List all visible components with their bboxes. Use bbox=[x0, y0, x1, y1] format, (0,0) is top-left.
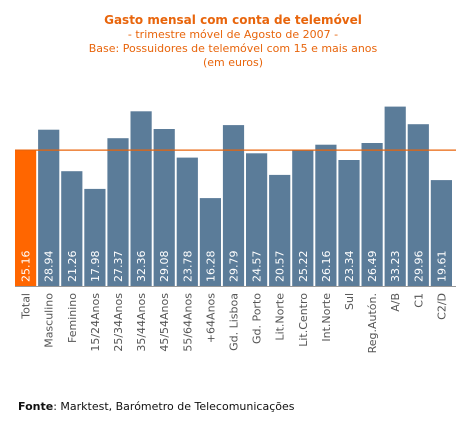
source-note: Fonte: Marktest, Barómetro de Telecomuni… bbox=[18, 400, 294, 413]
category-label-1: Total bbox=[20, 293, 33, 320]
value-label-12: 20.57 bbox=[274, 251, 287, 283]
value-label-13: 25.22 bbox=[297, 251, 310, 283]
bar-12 bbox=[269, 174, 291, 286]
bar-10 bbox=[222, 125, 245, 286]
bar-17 bbox=[384, 106, 406, 286]
chart-title: Gasto mensal com conta de telemóvel bbox=[104, 13, 362, 27]
value-label-4: 17.98 bbox=[89, 251, 102, 283]
chart-subtitle-2: Base: Possuidores de telemóvel com 15 e … bbox=[88, 42, 378, 55]
category-label-8: 55/64Anos bbox=[181, 293, 194, 352]
category-label-15: Sul bbox=[343, 293, 356, 310]
category-label-18: C1 bbox=[412, 293, 425, 308]
chart-subtitle-1: - trimestre móvel de Agosto de 2007 - bbox=[127, 28, 339, 41]
bar-2 bbox=[38, 129, 60, 286]
bar-8 bbox=[176, 157, 198, 286]
bar-19 bbox=[430, 180, 452, 286]
value-label-5: 27.37 bbox=[112, 251, 125, 283]
value-label-9: 16.28 bbox=[204, 251, 217, 283]
source-text: : Marktest, Barómetro de Telecomunicaçõe… bbox=[53, 400, 295, 413]
category-label-9: +64Anos bbox=[204, 293, 217, 343]
bar-6 bbox=[130, 111, 152, 286]
value-label-15: 23.34 bbox=[343, 251, 356, 283]
category-label-14: Int.Norte bbox=[320, 293, 333, 342]
bar-4 bbox=[84, 188, 106, 286]
value-label-16: 26.49 bbox=[366, 251, 379, 283]
value-label-14: 26.16 bbox=[320, 251, 333, 283]
value-label-1: 25.16 bbox=[20, 251, 33, 283]
bar-7 bbox=[153, 129, 175, 286]
category-label-2: Masculino bbox=[43, 293, 56, 348]
bar-9 bbox=[199, 198, 221, 286]
category-label-4: 15/24Anos bbox=[89, 293, 102, 352]
value-label-18: 29.96 bbox=[412, 251, 425, 283]
value-label-19: 19.61 bbox=[435, 251, 448, 283]
bar-15 bbox=[338, 160, 360, 286]
chart-subtitle-3: (em euros) bbox=[202, 56, 264, 69]
value-label-8: 23.78 bbox=[181, 251, 194, 283]
category-label-10: Gd. Lisboa bbox=[228, 293, 241, 351]
value-label-6: 32.36 bbox=[135, 251, 148, 283]
bar-3 bbox=[61, 171, 83, 286]
category-label-17: A/B bbox=[389, 293, 402, 312]
bar-14 bbox=[315, 144, 337, 286]
bar-11 bbox=[246, 153, 268, 286]
bar-1 bbox=[15, 150, 37, 286]
value-label-3: 21.26 bbox=[66, 251, 79, 283]
category-label-19: C2/D bbox=[435, 293, 448, 320]
bar-5 bbox=[107, 138, 129, 286]
category-label-13: Lit.Centro bbox=[297, 293, 310, 347]
category-label-16: Reg.Autón. bbox=[366, 293, 379, 353]
category-label-7: 45/54Anos bbox=[158, 293, 171, 352]
bar-16 bbox=[361, 143, 383, 286]
value-label-10: 29.79 bbox=[228, 251, 241, 283]
value-label-17: 33.23 bbox=[389, 251, 402, 283]
value-label-2: 28.94 bbox=[43, 251, 56, 283]
category-label-3: Feminino bbox=[66, 293, 79, 343]
category-label-5: 25/34Anos bbox=[112, 293, 125, 352]
bar-13 bbox=[292, 149, 314, 286]
chart-titles: Gasto mensal com conta de telemóvel - tr… bbox=[0, 12, 466, 70]
category-label-6: 35/44Anos bbox=[135, 293, 148, 352]
source-label: Fonte bbox=[18, 400, 54, 413]
category-label-11: Gd. Porto bbox=[251, 293, 264, 344]
bar-18 bbox=[407, 124, 429, 286]
category-label-12: Lit.Norte bbox=[274, 293, 287, 341]
value-label-7: 29.08 bbox=[158, 251, 171, 283]
value-label-11: 24.57 bbox=[251, 251, 264, 283]
